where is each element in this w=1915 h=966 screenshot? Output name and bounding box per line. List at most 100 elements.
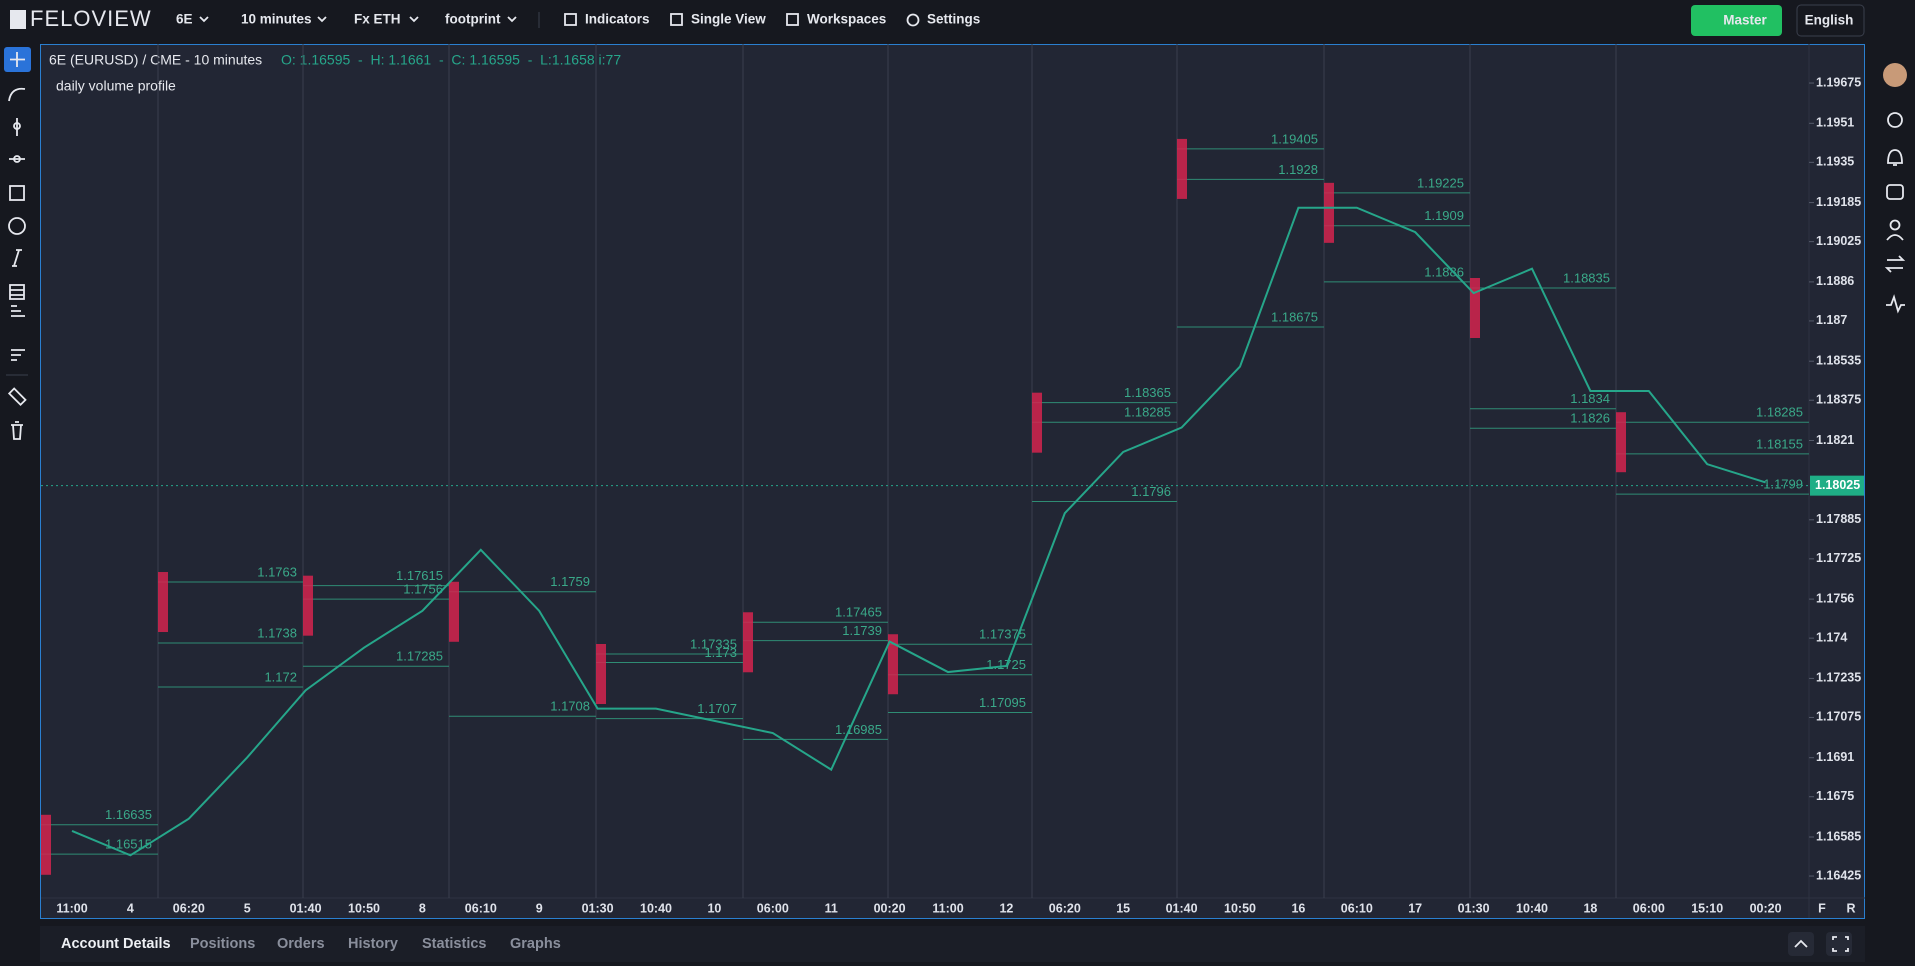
price-tick-label: 1.19675	[1816, 75, 1861, 89]
profile-level-label: 1.18835	[1563, 270, 1610, 285]
profile-level-label: 1.1886	[1424, 264, 1464, 279]
price-tick-label: 1.17885	[1816, 512, 1861, 526]
support-icon[interactable]	[1887, 112, 1903, 128]
price-tick-label: 1.17725	[1816, 551, 1861, 565]
price-tick-label: 1.1951	[1816, 116, 1854, 130]
bottom-tab: Statistics	[422, 936, 486, 952]
price-tick-label: 1.19185	[1816, 195, 1861, 209]
tool-rectangle[interactable]	[9, 185, 25, 201]
tool-line[interactable]	[9, 118, 25, 160]
icon	[13, 122, 21, 130]
time-tick-label: 8	[419, 901, 426, 915]
logo: FELOVIEW	[30, 6, 152, 31]
sidebar-icons[interactable]	[1884, 234, 1906, 314]
profile-level-label: 1.1707	[697, 701, 737, 716]
time-tick-label: 12	[999, 901, 1013, 915]
time-tick-label: 15	[1116, 901, 1130, 915]
language-label: English	[1805, 13, 1854, 28]
tool-table[interactable]	[9, 284, 25, 300]
profile-level-label: 1.19225	[1417, 175, 1464, 190]
axis-button-r[interactable]: R	[1846, 901, 1855, 915]
bottom-tab: Orders	[277, 936, 325, 952]
tool-delete[interactable]	[11, 421, 23, 440]
volume-profile	[1324, 182, 1334, 243]
time-tick-label: 4	[127, 901, 134, 915]
time-tick-label: 10:40	[640, 901, 672, 915]
chart-title: 6E (EURUSD) / CME - 10 minutes	[49, 52, 262, 68]
price-tick-label: 1.16585	[1816, 829, 1861, 843]
fullscreen-button[interactable]	[1826, 932, 1852, 956]
profile-level-label: 1.1756	[403, 582, 443, 597]
profile-level-label: 1.16985	[835, 722, 882, 737]
symbol-select[interactable]: 6E	[176, 12, 193, 27]
price-tick-label: 1.19025	[1816, 234, 1861, 248]
tool-curve[interactable]	[8, 87, 26, 102]
master-label: Master	[1723, 13, 1767, 28]
master-button[interactable]	[1691, 5, 1782, 36]
volume-profile	[743, 612, 753, 673]
session-select[interactable]: Fx ETH	[354, 12, 401, 27]
price-tick-label: 1.1886	[1816, 274, 1854, 288]
profile-level-label: 1.172	[264, 669, 297, 684]
menu-workspaces[interactable]: Workspaces	[807, 12, 886, 27]
user-icon[interactable]	[1889, 219, 1901, 231]
camera-icon[interactable]	[1886, 184, 1904, 200]
time-tick-label: 11:00	[56, 901, 87, 915]
last-price-label: 1.18025	[1815, 478, 1860, 492]
price-tick-label: 1.17235	[1816, 671, 1861, 685]
ohlc: O: 1.16595 - H: 1.1661 - C: 1.16595 - L:…	[281, 52, 621, 68]
profile-level-label: 1.17095	[979, 695, 1026, 710]
icon	[670, 13, 683, 26]
price-tick-label: 1.1675	[1816, 789, 1854, 803]
indicator-label: daily volume profile	[56, 78, 176, 94]
tool-ellipse[interactable]	[8, 217, 26, 235]
profile-level-label: 1.17285	[396, 649, 443, 664]
time-tick-label: 16	[1291, 901, 1305, 915]
profile-level-label: 1.1763	[257, 564, 297, 579]
time-tick-label: 15:10	[1691, 901, 1723, 915]
profile-level-label: 1.1708	[550, 699, 590, 714]
time-tick-label: 01:30	[582, 901, 614, 915]
time-tick-label: 06:20	[1049, 901, 1081, 915]
volume-profile	[158, 572, 168, 633]
profile-level-label: 1.18365	[1124, 385, 1171, 400]
interval-select[interactable]: 10 minutes	[241, 12, 312, 27]
volume-profile	[1032, 392, 1042, 453]
time-tick-label: 11:00	[932, 901, 963, 915]
last-price-badge	[1810, 475, 1864, 496]
price-tick-label: 1.187	[1816, 313, 1847, 327]
icon	[906, 13, 920, 27]
price-tick-label: 1.18535	[1816, 353, 1861, 367]
time-tick-label: 10:40	[1516, 901, 1548, 915]
icon	[564, 13, 577, 26]
time-tick-label: 18	[1583, 901, 1597, 915]
price-tick-label: 1.16425	[1816, 868, 1861, 882]
alerts-icon[interactable]	[1887, 149, 1903, 166]
icon	[10, 52, 25, 67]
profile-level-label: 1.18285	[1124, 405, 1171, 420]
menu-settings[interactable]: Settings	[927, 12, 980, 27]
axis-button-f[interactable]: F	[1818, 901, 1826, 915]
profile-level-label: 1.1834	[1570, 391, 1610, 406]
profile-level-label: 1.173	[704, 645, 737, 660]
profile-level-label: 1.17335	[690, 636, 737, 651]
volume-profile	[41, 814, 51, 875]
collapse-button[interactable]	[1788, 932, 1814, 956]
chart-style-select[interactable]: footprint	[445, 12, 501, 27]
tool-text[interactable]	[12, 249, 22, 267]
volume-profile	[449, 581, 459, 642]
language-button[interactable]	[1796, 4, 1865, 37]
tool-ruler[interactable]	[7, 387, 27, 407]
menu-single-view[interactable]: Single View	[691, 12, 766, 27]
profile-level-label: 1.19405	[1271, 131, 1318, 146]
time-tick-label: 11	[825, 901, 838, 915]
time-tick-label: 10:50	[348, 901, 380, 915]
volume-profile	[1177, 138, 1187, 199]
bottom-tab: Graphs	[510, 936, 561, 952]
time-tick-label: 9	[536, 901, 543, 915]
tool-fib[interactable]	[10, 289, 25, 361]
profile-level-label: 1.1759	[550, 574, 590, 589]
menu-indicators[interactable]: Indicators	[585, 12, 650, 27]
profile-level-label: 1.17465	[835, 605, 882, 620]
avatar[interactable]	[1883, 63, 1907, 87]
